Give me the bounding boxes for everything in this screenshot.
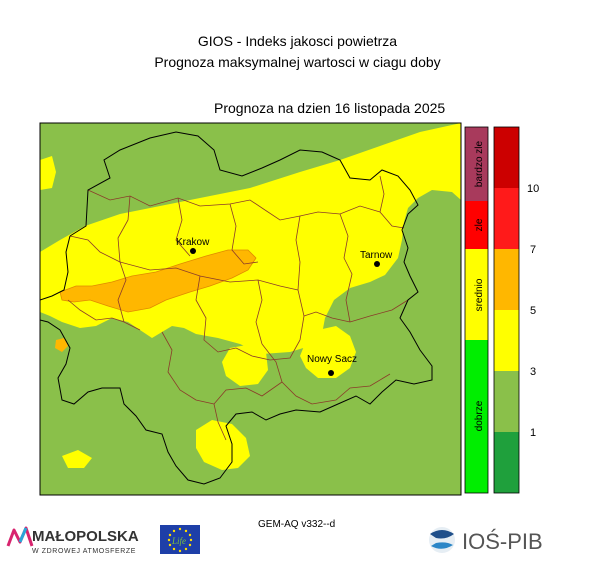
title-line-1: GIOS - Indeks jakosci powietrza bbox=[197, 33, 398, 49]
malopolska-tagline: W ZDROWEJ ATMOSFERZE bbox=[32, 548, 136, 555]
category-label-dobrze: dobrze bbox=[474, 400, 485, 431]
title-line-2: Prognoza maksymalnej wartosci w ciagu do… bbox=[154, 54, 441, 70]
model-version-label: GEM-AQ v332--d bbox=[258, 519, 336, 530]
value-tick-10: 10 bbox=[527, 183, 539, 195]
city-tarnow: Tarnow bbox=[360, 250, 393, 267]
category-label-bardzo-zle: bardzo zle bbox=[474, 140, 485, 187]
value-swatch-5 bbox=[494, 432, 519, 493]
value-swatch-2 bbox=[494, 249, 519, 310]
ios-pib-name: IOŚ-PIB bbox=[462, 529, 543, 554]
value-swatch-4 bbox=[494, 371, 519, 432]
value-swatch-0 bbox=[494, 127, 519, 188]
city-marker bbox=[190, 248, 196, 254]
zone-moderate-centre bbox=[222, 344, 268, 386]
forecast-map bbox=[40, 123, 461, 495]
poviat-boundaries bbox=[67, 175, 409, 441]
category-label-zle: zle bbox=[474, 218, 485, 231]
value-tick-5: 5 bbox=[530, 305, 536, 317]
value-swatch-1 bbox=[494, 188, 519, 249]
malopolska-name: MAŁOPOLSKA bbox=[32, 528, 139, 545]
zone-moderate-nowysacz bbox=[300, 326, 356, 378]
value-tick-1: 1 bbox=[530, 427, 536, 439]
malopolska-logo: MAŁOPOLSKA W ZDROWEJ ATMOSFERZE bbox=[6, 526, 139, 555]
value-swatch-3 bbox=[494, 310, 519, 371]
category-label-srednio: srednio bbox=[474, 278, 485, 311]
category-swatch-dobrze bbox=[465, 340, 488, 493]
city-marker bbox=[374, 261, 380, 267]
city-marker bbox=[328, 370, 334, 376]
category-swatch-zle bbox=[465, 201, 488, 249]
malopolska-mark-icon bbox=[6, 526, 34, 547]
map-frame bbox=[39, 122, 462, 496]
city-label-nowy-sacz: Nowy Sacz bbox=[307, 354, 357, 365]
forecast-date-title: Prognoza na dzien 16 listopada 2025 bbox=[214, 100, 446, 116]
category-swatch-bardzo-zle bbox=[465, 127, 488, 201]
city-label-krakow: Krakow bbox=[176, 237, 210, 248]
eu-life-logo: Life bbox=[160, 525, 200, 554]
zone-orange bbox=[60, 250, 256, 312]
value-tick-3: 3 bbox=[530, 366, 536, 378]
zone-moderate-west bbox=[40, 156, 56, 190]
category-swatch-srednio bbox=[465, 249, 488, 340]
value-colorbar: 10 7 5 3 1 bbox=[493, 126, 539, 494]
value-tick-7: 7 bbox=[530, 244, 536, 256]
ios-pib-logo: IOŚ-PIB bbox=[429, 527, 543, 554]
category-colorbar: bardzo zle zle srednio dobrze bbox=[464, 126, 489, 494]
zone-moderate-south bbox=[196, 420, 250, 470]
city-krakow: Krakow bbox=[176, 237, 210, 254]
voivodeship-boundary bbox=[40, 131, 433, 485]
zone-orange-small bbox=[55, 338, 68, 352]
eu-life-text: Life bbox=[171, 536, 186, 546]
city-nowy-sacz: Nowy Sacz bbox=[307, 354, 357, 376]
city-label-tarnow: Tarnow bbox=[360, 250, 393, 261]
zone-moderate-south-2 bbox=[62, 450, 92, 468]
